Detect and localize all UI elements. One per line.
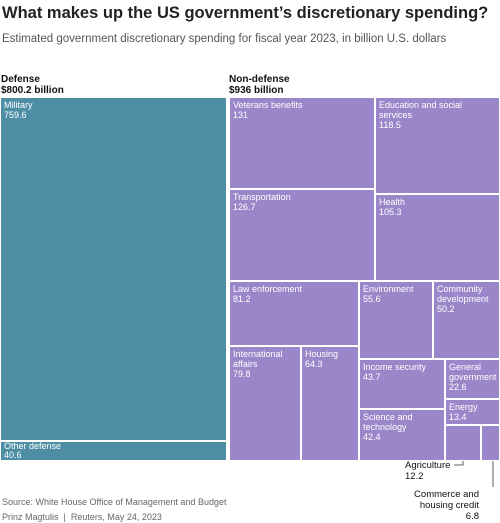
tile xyxy=(481,425,500,461)
tile: Science and technology 42.4 xyxy=(359,409,445,461)
tile-label: Housing xyxy=(305,349,339,359)
credit: Prinz Magtulis | Reuters, May 24, 2023 xyxy=(2,512,162,522)
tile-value: 12.2 xyxy=(405,471,424,482)
tile: General government 22.6 xyxy=(445,359,500,399)
group-header: Defense $800.2 billion xyxy=(1,74,64,96)
tile xyxy=(445,425,481,461)
tile: Other defense 40.6 xyxy=(0,441,227,461)
tile-label: Health xyxy=(379,197,406,207)
tile: Community development 50.2 xyxy=(433,281,500,359)
tile: Income security 43.7 xyxy=(359,359,445,409)
tile-label: Science and technology xyxy=(363,412,413,432)
source: Source: White House Office of Management… xyxy=(2,497,227,507)
tile-value: 13.4 xyxy=(449,412,467,422)
tile: International affairs 79.8 xyxy=(229,346,301,461)
tile: Law enforcement 81.2 xyxy=(229,281,359,346)
tile-label: International affairs xyxy=(233,349,283,369)
outside-label: Agriculture 12.2 xyxy=(405,460,485,482)
tile-label: Environment xyxy=(363,284,414,294)
group-total: $800.2 billion xyxy=(1,85,64,96)
group-header: Non-defense $936 billion xyxy=(229,74,290,96)
tile: Energy 13.4 xyxy=(445,399,500,425)
tile-value: 22.6 xyxy=(449,382,467,392)
tile: Education and social services 118.5 xyxy=(375,97,500,194)
tile-value: 6.8 xyxy=(465,511,479,522)
tile-label: Commerce and housing credit xyxy=(414,489,479,511)
tile: Military 759.6 xyxy=(0,97,227,441)
tile-value: 126.7 xyxy=(233,202,256,212)
tile-value: 105.3 xyxy=(379,207,402,217)
tile-value: 40.6 xyxy=(4,450,22,460)
group-name: Defense xyxy=(1,74,40,85)
tile-value: 759.6 xyxy=(4,110,27,120)
group-name: Non-defense xyxy=(229,74,290,85)
tile-label: Military xyxy=(4,100,33,110)
tile-label: Community development xyxy=(437,284,489,304)
tile: Veterans benefits 131 xyxy=(229,97,375,189)
tile-label: Income security xyxy=(363,362,427,372)
tile-label: Transportation xyxy=(233,192,291,202)
tile-label: Education and social services xyxy=(379,100,463,120)
tile-label: Other defense xyxy=(4,441,62,451)
tile-value: 64.3 xyxy=(305,359,323,369)
tile-label: Veterans benefits xyxy=(233,100,303,110)
tile: Housing 64.3 xyxy=(301,346,359,461)
tile-value: 118.5 xyxy=(379,120,401,130)
tile-value: 50.2 xyxy=(437,304,455,314)
tile-label: Agriculture xyxy=(405,460,451,471)
tile-value: 42.4 xyxy=(363,432,381,442)
tile-label: General government xyxy=(449,362,497,382)
tile-value: 79.8 xyxy=(233,369,251,379)
chart-title: What makes up the US government’s discre… xyxy=(2,4,489,22)
tile-value: 131 xyxy=(233,110,249,120)
group-total: $936 billion xyxy=(229,85,284,96)
tile: Transportation 126.7 xyxy=(229,189,375,281)
tile-label: Energy xyxy=(449,402,478,412)
tile-value: 55.6 xyxy=(363,294,381,304)
outside-label: Commerce and housing credit 6.8 xyxy=(409,489,479,522)
tile: Health 105.3 xyxy=(375,194,500,281)
tile: Environment 55.6 xyxy=(359,281,433,359)
chart-subtitle: Estimated government discretionary spend… xyxy=(2,33,447,45)
tile-value: 81.2 xyxy=(233,294,251,304)
tile-value: 43.7 xyxy=(363,372,381,382)
tile-label: Law enforcement xyxy=(233,284,303,294)
